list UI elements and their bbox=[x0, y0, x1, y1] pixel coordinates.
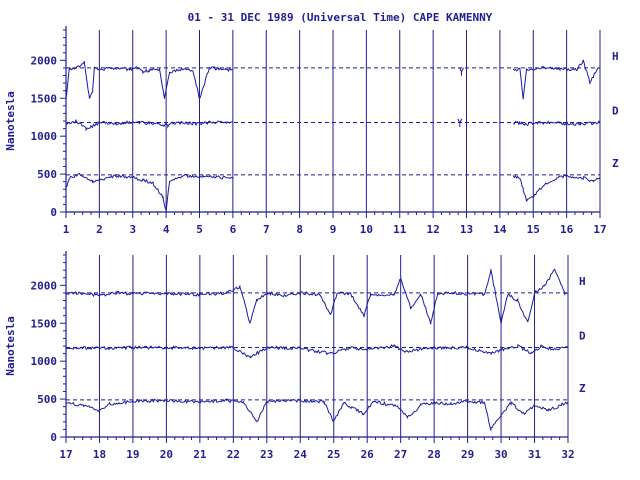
x-tick-label: 12 bbox=[427, 223, 440, 236]
x-tick-label: 4 bbox=[163, 223, 170, 236]
x-tick-label: 29 bbox=[461, 448, 474, 461]
x-tick-label: 8 bbox=[296, 223, 303, 236]
y-tick-label: 500 bbox=[37, 168, 57, 181]
y-axis-label: Nanotesla bbox=[4, 316, 17, 376]
x-tick-label: 9 bbox=[330, 223, 337, 236]
x-tick-label: 16 bbox=[560, 223, 574, 236]
x-tick-label: 15 bbox=[527, 223, 540, 236]
channel-label-d: D bbox=[579, 330, 586, 343]
trace-z bbox=[65, 172, 601, 213]
x-tick-label: 22 bbox=[227, 448, 240, 461]
y-tick-label: 500 bbox=[37, 393, 57, 406]
y-tick-label: 0 bbox=[50, 206, 57, 219]
y-tick-label: 1000 bbox=[31, 355, 58, 368]
x-tick-label: 23 bbox=[260, 448, 273, 461]
x-tick-label: 6 bbox=[230, 223, 237, 236]
x-tick-label: 27 bbox=[394, 448, 407, 461]
x-tick-label: 14 bbox=[493, 223, 507, 236]
x-tick-label: 18 bbox=[93, 448, 106, 461]
y-tick-label: 1500 bbox=[31, 317, 58, 330]
x-tick-label: 19 bbox=[126, 448, 139, 461]
trace-h bbox=[65, 59, 601, 100]
x-tick-label: 3 bbox=[129, 223, 136, 236]
y-tick-label: 1000 bbox=[31, 130, 58, 143]
x-tick-label: 5 bbox=[196, 223, 203, 236]
trace-d bbox=[65, 343, 569, 359]
x-tick-label: 31 bbox=[528, 448, 542, 461]
x-tick-label: 2 bbox=[96, 223, 103, 236]
y-tick-label: 2000 bbox=[31, 279, 58, 292]
x-tick-label: 13 bbox=[460, 223, 473, 236]
x-tick-label: 1 bbox=[63, 223, 70, 236]
y-tick-label: 0 bbox=[50, 431, 57, 444]
y-tick-label: 2000 bbox=[31, 54, 58, 67]
x-tick-label: 28 bbox=[428, 448, 441, 461]
y-tick-label: 1500 bbox=[31, 92, 58, 105]
channel-label-z: Z bbox=[579, 382, 586, 395]
x-tick-label: 24 bbox=[294, 448, 308, 461]
channel-label-h: H bbox=[579, 275, 586, 288]
trace-d bbox=[65, 119, 601, 132]
trace-h bbox=[65, 268, 568, 325]
x-tick-label: 7 bbox=[263, 223, 270, 236]
channel-label-z: Z bbox=[612, 157, 619, 170]
x-tick-label: 10 bbox=[360, 223, 373, 236]
x-tick-label: 17 bbox=[59, 448, 72, 461]
isolated-mark-d bbox=[457, 118, 463, 127]
x-tick-label: 20 bbox=[160, 448, 173, 461]
x-tick-label: 32 bbox=[561, 448, 574, 461]
channel-label-h: H bbox=[612, 50, 619, 63]
x-tick-label: 21 bbox=[193, 448, 207, 461]
y-axis-label: Nanotesla bbox=[4, 91, 17, 151]
x-tick-label: 30 bbox=[494, 448, 507, 461]
trace-z bbox=[65, 398, 569, 431]
chart-title: 01 - 31 DEC 1989 (Universal Time) CAPE K… bbox=[188, 11, 493, 24]
x-tick-label: 26 bbox=[361, 448, 375, 461]
x-tick-label: 17 bbox=[593, 223, 606, 236]
panel-bottom: 0 500 1000 1500 2000 17 18 19 20 21 22 23 24 25 26 27 28… bbox=[4, 251, 586, 461]
x-tick-label: 11 bbox=[393, 223, 407, 236]
channel-label-d: D bbox=[612, 105, 619, 118]
isolated-mark-h bbox=[459, 67, 464, 76]
x-tick-label: 25 bbox=[327, 448, 340, 461]
